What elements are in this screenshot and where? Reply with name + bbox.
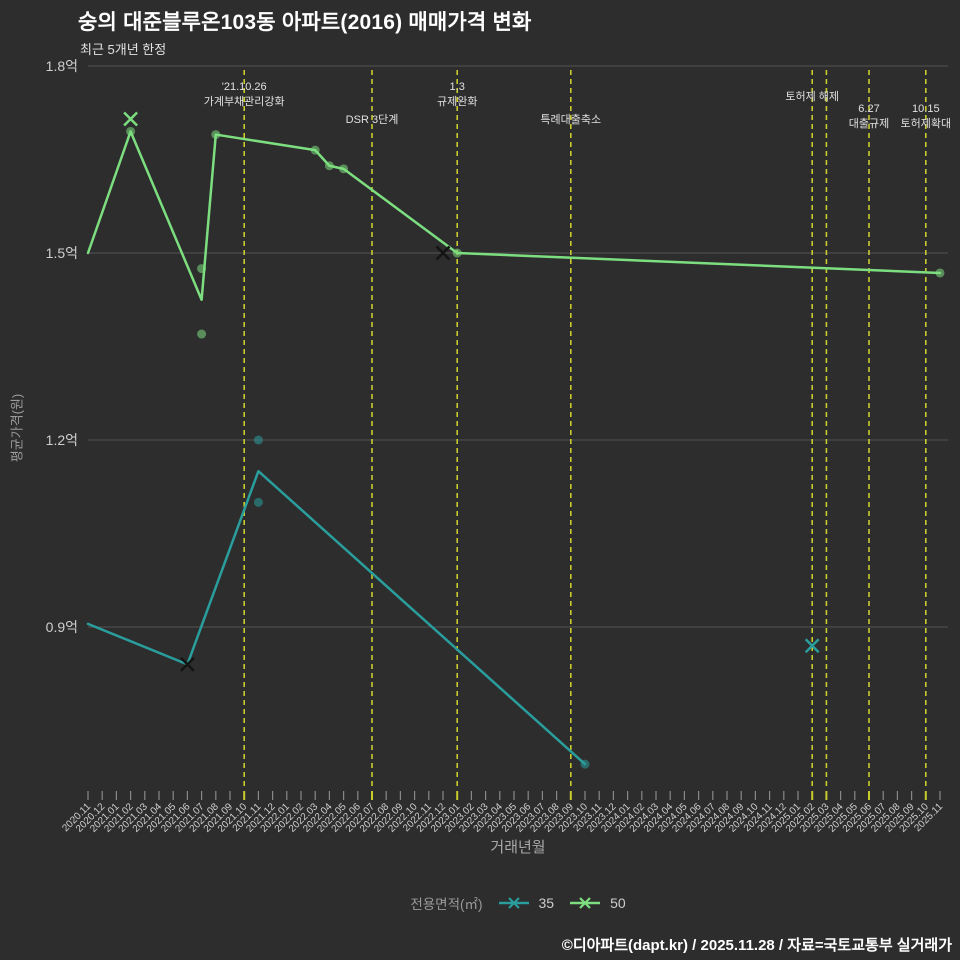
event-label: DSR 3단계 (346, 113, 399, 126)
data-point-50 (324, 161, 334, 171)
event-label: 가계부채관리강화 (204, 95, 285, 108)
data-point-50 (339, 164, 349, 174)
data-point-50 (935, 268, 945, 278)
event-label: 10.15 (912, 103, 940, 115)
data-point-50 (197, 264, 207, 274)
legend: 전용면적(㎡) 35 50 (88, 890, 948, 916)
event-label: 토허제 해제 (785, 89, 839, 103)
series-line-35 (86, 469, 587, 766)
event-label: 6.27 (858, 103, 879, 115)
legend-item-50[interactable]: 50 (568, 895, 626, 911)
y-tick-label: 0.9억 (46, 619, 78, 635)
y-axis-label: 평균가격(원) (9, 393, 25, 463)
page-subtitle: 최근 5개년 한정 (80, 42, 167, 57)
y-tick-label: 1.5억 (46, 245, 78, 261)
data-point-50 (126, 126, 136, 136)
event-label: '21.10.26 (222, 81, 267, 93)
y-tick-label: 1.8억 (46, 58, 78, 74)
x-marker-50 (435, 245, 451, 261)
x-axis-label: 거래년월 (490, 839, 546, 856)
legend-item-50-label: 50 (610, 895, 626, 911)
event-label: 규제완화 (437, 95, 477, 108)
x-marker-35 (180, 657, 195, 672)
data-point-50 (310, 145, 320, 155)
event-label: 특례대출축소 (540, 113, 601, 126)
data-point-35 (253, 497, 263, 507)
event-label: 토허제확대 (900, 117, 951, 130)
y-tick-label: 1.2억 (46, 432, 78, 448)
data-point-50 (452, 248, 462, 258)
legend-marker-35-icon (498, 897, 529, 909)
copyright-credit: ©디아파트(dapt.kr) / 2025.11.28 / 자료=국토교통부 실… (561, 937, 952, 954)
x-marker-35 (804, 638, 820, 654)
legend-marker-50-icon (570, 897, 601, 909)
event-label: 1.3 (450, 81, 465, 93)
page-title: 숭의 대준블루온103동 아파트(2016) 매매가격 변화 (78, 11, 532, 34)
data-point-35 (253, 435, 263, 445)
x-marker-50 (123, 111, 138, 127)
event-label: 대출규제 (849, 117, 889, 130)
data-point-50 (197, 329, 207, 339)
data-point-50 (211, 130, 221, 140)
legend-item-35-label: 35 (538, 895, 555, 911)
legend-title: 전용면적(㎡) (410, 897, 483, 912)
data-point-35 (580, 759, 590, 769)
legend-item-35[interactable]: 35 (497, 895, 555, 911)
